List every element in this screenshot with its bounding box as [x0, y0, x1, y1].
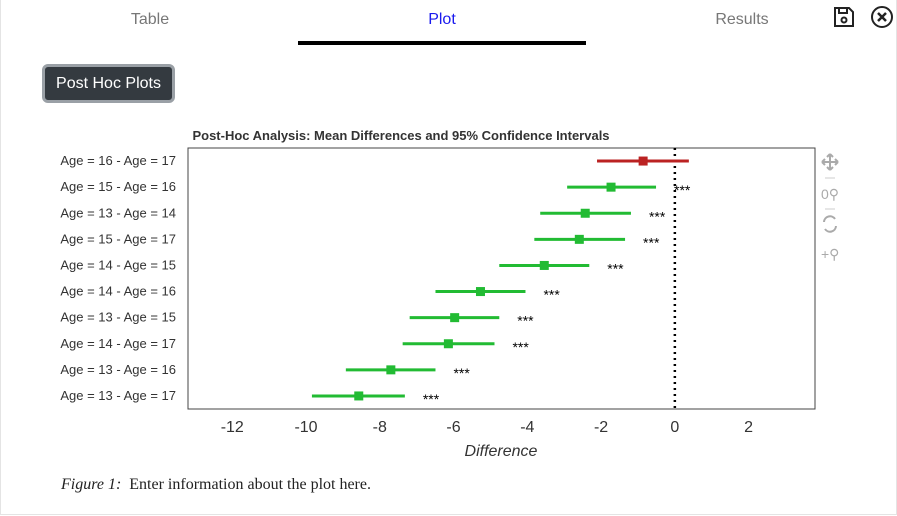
mean-marker: [386, 365, 396, 375]
chart-title: Post-Hoc Analysis: Mean Differences and …: [192, 128, 609, 143]
significance-label: ***: [674, 182, 691, 198]
x-tick-label: -8: [373, 419, 387, 436]
post-hoc-plots-button[interactable]: Post Hoc Plots: [42, 64, 175, 103]
mean-marker: [574, 234, 584, 244]
tab-plot[interactable]: Plot: [428, 11, 456, 28]
x-tick-label: 0: [670, 419, 679, 436]
x-axis-label: Difference: [465, 443, 538, 460]
row-label: Age = 15 - Age = 17: [60, 231, 176, 246]
row-label: Age = 13 - Age = 16: [60, 362, 176, 377]
mean-marker: [606, 182, 616, 192]
mean-marker: [580, 208, 590, 218]
tab-table[interactable]: Table: [130, 11, 170, 28]
plot-area: [187, 147, 816, 410]
row-label: Age = 14 - Age = 16: [60, 284, 176, 299]
mean-marker: [638, 156, 648, 166]
row-label: Age = 16 - Age = 17: [60, 153, 176, 168]
caption-text: Enter information about the plot here.: [129, 476, 371, 493]
significance-label: ***: [423, 391, 440, 407]
close-circle-icon[interactable]: [870, 5, 894, 29]
forest-plot: Post-Hoc Analysis: Mean Differences and …: [60, 128, 839, 460]
significance-label: ***: [453, 365, 470, 381]
mean-marker: [539, 260, 549, 270]
row-label: Age = 14 - Age = 17: [60, 336, 176, 351]
x-tick-label: 2: [744, 419, 753, 436]
mean-marker: [443, 339, 453, 349]
x-tick-label: -4: [520, 419, 534, 436]
x-tick-label: -2: [594, 419, 608, 436]
mean-marker: [354, 391, 364, 401]
active-tab-indicator: [298, 41, 586, 45]
significance-label: ***: [643, 234, 660, 250]
x-tick-label: -6: [446, 419, 460, 436]
significance-label: ***: [543, 287, 560, 303]
mean-marker: [450, 313, 460, 323]
zoom-reset-icon: 0⚲: [821, 186, 839, 202]
tab-results[interactable]: Results: [715, 11, 769, 28]
row-label: Age = 13 - Age = 14: [60, 205, 176, 220]
save-icon[interactable]: [832, 5, 856, 29]
x-tick-label: -10: [294, 419, 317, 436]
row-label: Age = 13 - Age = 15: [60, 310, 176, 325]
move-icon: [821, 153, 839, 171]
row-label: Age = 15 - Age = 16: [60, 179, 176, 194]
significance-label: ***: [512, 339, 529, 355]
reset-icon: [823, 215, 837, 233]
x-tick-label: -12: [221, 419, 244, 436]
figure-caption: Figure 1: Enter information about the plo…: [61, 476, 371, 494]
significance-label: ***: [517, 313, 534, 329]
significance-label: ***: [607, 260, 624, 276]
zoom-in-icon: +⚲: [821, 246, 839, 262]
row-label: Age = 13 - Age = 17: [60, 388, 176, 403]
significance-label: ***: [649, 208, 666, 224]
mean-marker: [475, 287, 485, 297]
row-label: Age = 14 - Age = 15: [60, 257, 176, 272]
caption-label: Figure 1:: [61, 476, 122, 493]
